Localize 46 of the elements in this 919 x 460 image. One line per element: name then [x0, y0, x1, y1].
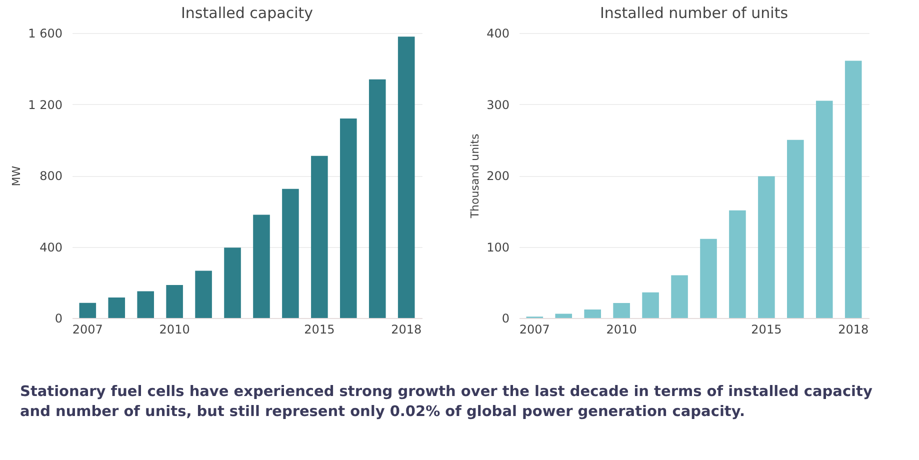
y-axis-title: Thousand units	[468, 134, 482, 220]
bar	[340, 118, 357, 318]
bar	[108, 298, 126, 318]
bar	[398, 36, 415, 318]
bar	[584, 309, 601, 318]
bar	[787, 140, 804, 318]
bar	[224, 248, 241, 318]
x-tick-label: 2007	[72, 322, 103, 336]
x-tick-label: 2007	[519, 322, 550, 336]
bar	[671, 275, 688, 318]
x-tick-label: 2010	[159, 322, 190, 336]
bar	[700, 238, 717, 318]
bar	[844, 60, 862, 318]
y-tick-label: 0	[54, 312, 62, 326]
bar	[816, 100, 833, 318]
chart-title: Installed number of units	[600, 4, 788, 22]
y-tick-label: 800	[40, 169, 62, 183]
y-tick-label: 200	[486, 169, 510, 183]
y-tick-label: 400	[40, 240, 62, 254]
y-tick-label: 1 200	[28, 98, 62, 112]
bar	[642, 292, 659, 318]
y-axis-title: MW	[10, 166, 24, 186]
x-tick-label: 2018	[838, 322, 869, 336]
bar	[729, 210, 746, 318]
bar	[137, 291, 154, 318]
bar	[311, 156, 328, 318]
bar	[253, 214, 270, 318]
y-tick-label: 300	[486, 98, 510, 112]
y-tick-label: 1 600	[28, 26, 62, 40]
y-tick-label: 100	[486, 240, 510, 254]
x-tick-label: 2015	[751, 322, 782, 336]
y-tick-label: 400	[486, 26, 510, 40]
x-tick-label: 2015	[304, 322, 335, 336]
bar	[79, 302, 96, 318]
bar	[195, 270, 212, 318]
text: Stationary fuel cells have experienced strong growth over the last decade in terms of installed capacity and number of units, but still represent only 0.02% of global power generation capacity.	[20, 383, 874, 422]
bar	[282, 188, 299, 318]
x-tick-label: 2010	[606, 322, 637, 336]
bar	[758, 176, 775, 318]
bar	[613, 303, 630, 318]
bar	[555, 314, 572, 318]
y-tick-label: 0	[502, 312, 510, 326]
bar	[166, 285, 183, 318]
x-tick-label: 2018	[391, 322, 422, 336]
bar	[368, 79, 386, 318]
chart-title: Installed capacity	[181, 4, 314, 22]
